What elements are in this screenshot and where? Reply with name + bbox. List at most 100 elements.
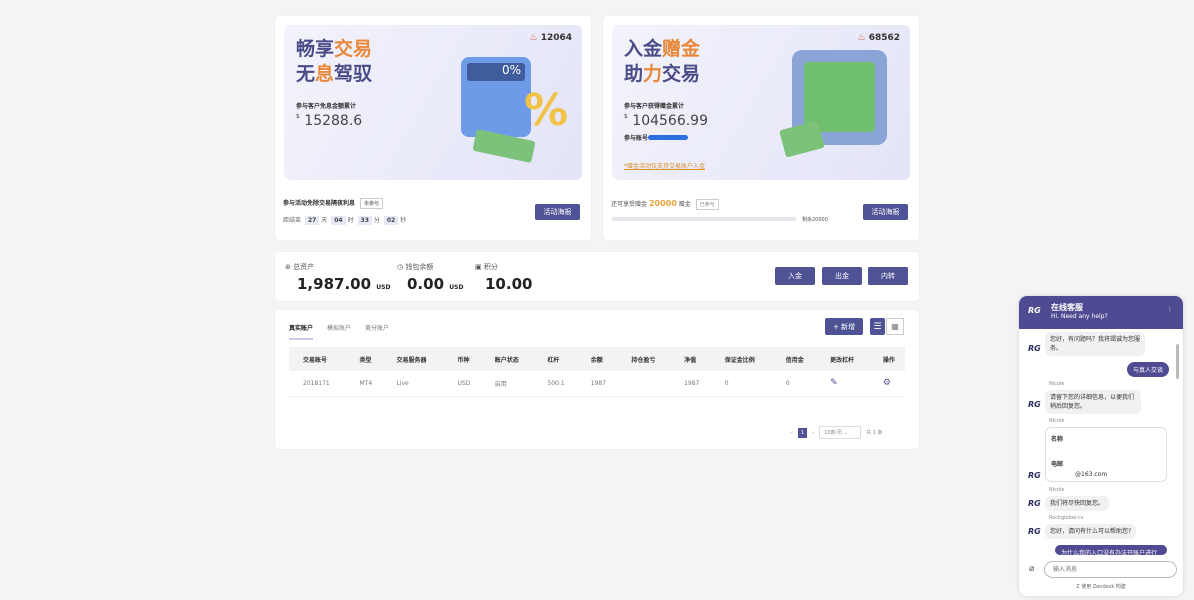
fire-icon: ♨ — [529, 33, 538, 43]
zendesk-icon: Z — [1076, 584, 1080, 590]
chat-widget: RG 在线客服 Hi. Need any help? ⋮ RG 您好，有问题吗？… — [1019, 296, 1183, 596]
points: ▣ 积分 10.00 — [475, 263, 533, 293]
promo-card-interest-free: 畅享交易 无息驾驭 ♨ 12064 参与客户免息金额累计 $ 15288.6 0%… — [275, 16, 591, 240]
account-tabs: 真实账户 模拟账户 美分账户 — [289, 323, 389, 340]
brand-logo: RG — [1028, 306, 1041, 315]
hot-count: ♨ 12064 — [529, 33, 572, 43]
account-label: 参与账号 — [624, 133, 689, 142]
status-tag: 已参与 — [695, 199, 719, 210]
message: 我们将尽快回复您。 — [1045, 496, 1110, 511]
cash-illustration — [779, 120, 825, 158]
promo-banner: 入金赠金 助力交易 ♨ 68562 参与客户获得赠金累计 $ 104566.99 … — [612, 25, 910, 180]
accounts-table: 交易账号 类型 交易服务器 币种 账户状态 杠杆 余额 持仓盈亏 净值 保证金比例 信用金 更改杠杆操… — [289, 347, 905, 397]
column-header: 类型 — [345, 347, 383, 371]
table-cell: MT4 — [345, 371, 383, 397]
stat-amount: $ 104566.99 — [624, 113, 708, 129]
promo-card-deposit-bonus: 入金赠金 助力交易 ♨ 68562 参与客户获得赠金累计 $ 104566.99 … — [603, 16, 919, 240]
deposit-button[interactable]: 入金 — [775, 267, 815, 285]
table-cell: 启用 — [480, 371, 534, 397]
wallet-balance: ◷ 钱包余额 0.00 USD — [397, 263, 464, 293]
page-number[interactable]: 1 — [798, 427, 808, 438]
table-cell — [617, 371, 671, 397]
fire-icon: ♨ — [857, 33, 866, 43]
chat-scrollbar[interactable] — [1176, 344, 1179, 379]
table-cell: 1987 — [576, 371, 618, 397]
grid-view-icon[interactable]: ▦ — [886, 318, 904, 335]
prev-page-icon[interactable]: ‹ — [791, 429, 793, 436]
add-account-button[interactable]: + 新增 — [825, 318, 863, 335]
column-header: 净值 — [670, 347, 711, 371]
list-view-icon[interactable]: ☰ — [870, 318, 885, 335]
column-header: 余额 — [576, 347, 618, 371]
agent-name: Rockglobal-cs — [1049, 515, 1084, 521]
promo-desc: 参与活动免除交易隔夜利息 未参与 — [283, 198, 384, 209]
purse-icon: ◷ — [397, 263, 404, 271]
contact-form-card: 名称 电邮 @163.com — [1045, 427, 1167, 482]
stat-label: 参与客户获得赠金累计 — [624, 103, 685, 110]
countdown: 距结束 27 天 04 时 33 分 02 秒 — [283, 216, 407, 225]
table-cell: 0 — [710, 371, 772, 397]
progress-label: 剩余20000 — [802, 217, 828, 223]
table-cell: 500:1 — [533, 371, 577, 397]
column-header: 操作 — [868, 347, 905, 371]
table-cell: 1987 — [670, 371, 711, 397]
remaining-bonus: 还可享受赠金 20000 赠金 已参与 — [611, 199, 719, 210]
column-header: 杠杆 — [533, 347, 577, 371]
stat-label: 参与客户免息金额累计 — [296, 103, 357, 110]
more-icon[interactable]: ⋮ — [1167, 306, 1173, 313]
promo-note[interactable]: *赠金活动仅支持交易账户入金 — [624, 163, 706, 170]
table-cell: Live — [382, 371, 444, 397]
agent-avatar: RG — [1028, 471, 1041, 480]
agent-name: Nicole — [1049, 381, 1065, 387]
agent-avatar: RG — [1028, 527, 1041, 536]
chat-header: RG 在线客服 Hi. Need any help? ⋮ — [1019, 296, 1183, 329]
agent-avatar: RG — [1028, 499, 1041, 508]
message: 请留下您的详细信息，以便我们稍后回复您。 — [1045, 390, 1141, 414]
column-header: 币种 — [443, 347, 481, 371]
edit-leverage-icon[interactable]: ✎ — [816, 371, 869, 397]
tab-cent[interactable]: 美分账户 — [365, 325, 390, 332]
pagination: ‹ 1 › 10条/页 ⌄ 共 1 条 — [791, 426, 883, 439]
message: 您好，请问有什么可以帮助您? — [1045, 524, 1137, 539]
column-header: 持仓盈亏 — [617, 347, 671, 371]
table-cell: USD — [443, 371, 481, 397]
column-header: 更改杠杆 — [816, 347, 869, 371]
page-size-select[interactable]: 10条/页 ⌄ — [819, 426, 862, 439]
attachment-icon[interactable]: ⌀ — [1029, 564, 1035, 574]
tab-demo[interactable]: 模拟账户 — [327, 325, 352, 332]
table-cell: 0 — [771, 371, 817, 397]
promo-title: 入金赠金 助力交易 — [624, 38, 701, 85]
hot-count: ♨ 68562 — [857, 33, 900, 43]
agent-name: Nicole — [1049, 487, 1065, 493]
poster-button[interactable]: 活动海报 — [863, 204, 908, 220]
promo-title: 畅享交易 无息驾驭 — [296, 38, 373, 85]
percent-illustration: % — [524, 85, 569, 136]
user-message: 与真人交谈 — [1127, 362, 1170, 377]
table-cell: 2018171 — [289, 371, 346, 397]
total-count: 共 1 条 — [866, 430, 883, 436]
form-email-label: 电邮 — [1051, 461, 1064, 468]
message-input[interactable] — [1044, 561, 1177, 578]
zendesk-footer[interactable]: Z 使用 Zendesk 构建 — [1076, 584, 1126, 590]
promo-banner: 畅享交易 无息驾驭 ♨ 12064 参与客户免息金额累计 $ 15288.6 0%… — [284, 25, 582, 180]
column-header: 交易账号 — [289, 347, 346, 371]
poster-button[interactable]: 活动海报 — [535, 204, 580, 220]
calculator-illustration: 0% — [461, 57, 531, 137]
agent-avatar: RG — [1028, 344, 1041, 353]
message: 您好，有问题吗？我将竭诚为您服务。 — [1045, 332, 1145, 356]
assets-bar: ⊛ 总资产 1,987.00 USD ◷ 钱包余额 0.00 USD ▣ 积分 10.… — [275, 252, 919, 301]
transfer-button[interactable]: 内转 — [868, 267, 908, 285]
column-header: 信用金 — [771, 347, 817, 371]
tab-real[interactable]: 真实账户 — [289, 323, 314, 340]
table-row: 2018171 MT4 Live USD 启用 500:1 1987 1987 0 0 ✎ ⚙ — [289, 371, 905, 397]
agent-name: Nicole — [1049, 418, 1065, 424]
form-email-value: @163.com — [1075, 471, 1108, 478]
status-tag: 未参与 — [360, 198, 384, 209]
next-page-icon[interactable]: › — [812, 429, 815, 436]
bonus-progress-bar — [612, 217, 796, 221]
total-assets: ⊛ 总资产 1,987.00 USD — [285, 263, 391, 293]
form-name-label: 名称 — [1051, 436, 1064, 443]
wallet-icon: ⊛ — [285, 263, 291, 271]
withdraw-button[interactable]: 出金 — [822, 267, 862, 285]
settings-icon[interactable]: ⚙ — [868, 371, 905, 397]
